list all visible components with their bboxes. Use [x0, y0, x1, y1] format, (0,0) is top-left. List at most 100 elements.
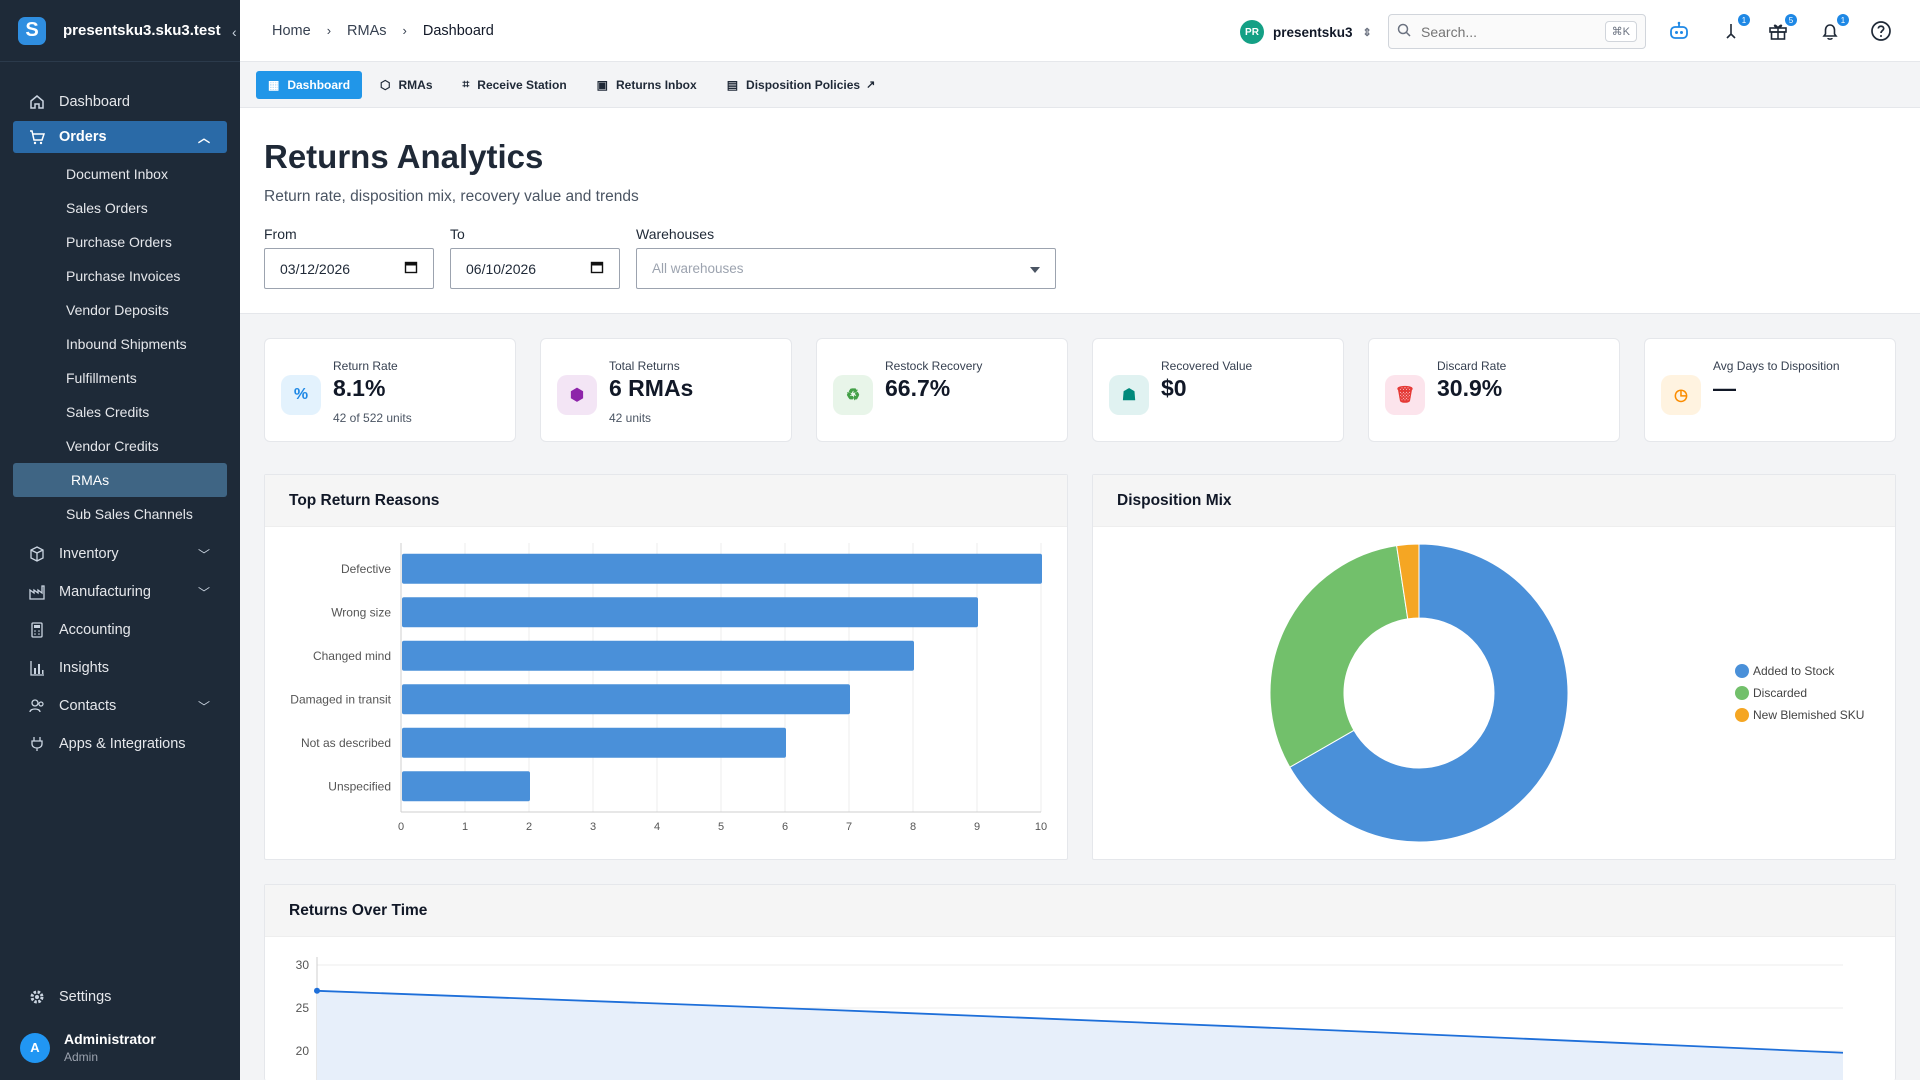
pie-slice[interactable] [1269, 545, 1409, 768]
bar[interactable] [402, 597, 978, 628]
sidebar-item-settings[interactable]: Settings [0, 977, 240, 1017]
breadcrumb-dashboard: Dashboard [422, 22, 494, 39]
kpi-note: 42 of 522 units [333, 411, 412, 425]
sidebar-nav: Dashboard Orders ︿ Document Inbox Sales … [0, 62, 240, 763]
y-tick-label: Damaged in transit [290, 692, 391, 706]
chevron-right-icon: › [402, 23, 407, 38]
calendar-icon[interactable] [404, 260, 418, 277]
bar[interactable] [402, 640, 914, 671]
tab-dashboard[interactable]: ▦ Dashboard [256, 70, 363, 99]
to-label: To [450, 226, 465, 242]
app-logo: S [18, 16, 46, 45]
top-return-reasons-chart: 0 1 2 3 4 5 6 7 8 9 10 Defective Wrong size Changed m… [290, 543, 1047, 833]
x-tick-label: 5 [718, 821, 724, 833]
sidebar-item-inventory[interactable]: Inventory ﹀ [0, 535, 240, 573]
legend-label[interactable]: New Blemished SKU [1753, 708, 1864, 722]
x-tick-label: 4 [654, 821, 660, 833]
from-date-input[interactable]: 03/12/2026 [264, 248, 434, 289]
search-shortcut: ⌘K [1604, 21, 1637, 42]
tab-disposition-policies[interactable]: ▤ Disposition Policies ↗ [715, 71, 888, 99]
breadcrumb: Home › RMAs › Dashboard [240, 23, 494, 39]
inbox-icon: ▣ [596, 77, 609, 92]
pie-slice[interactable] [1289, 543, 1569, 843]
gift-icon[interactable]: 5 [1766, 14, 1797, 43]
sidebar-subitem-sales-orders[interactable]: Sales Orders [66, 200, 148, 216]
package-icon: ⬢ [557, 375, 597, 415]
page-title: Returns Analytics [264, 138, 544, 175]
chevron-up-icon: ︿ [198, 130, 211, 145]
kpi-label: Return Rate [333, 359, 398, 373]
pie-slice[interactable] [1396, 543, 1420, 620]
barcode-scan-icon: ⌗ [462, 77, 470, 91]
search-input[interactable] [1421, 23, 1605, 40]
sidebar-subitem-inbound-shipments[interactable]: Inbound Shipments [66, 336, 187, 352]
contacts-icon [28, 697, 46, 715]
warehouses-select[interactable]: All warehouses [636, 248, 1056, 289]
sidebar-item-apps-integrations[interactable]: Apps & Integrations [0, 725, 240, 763]
pin-badge: 1 [1738, 14, 1750, 26]
sidebar-item-orders[interactable]: Orders ︿ [13, 121, 227, 153]
bell-icon[interactable]: 1 [1818, 14, 1849, 43]
sidebar-item-contacts[interactable]: Contacts ﹀ [0, 687, 240, 725]
user-name: Administrator [64, 1031, 156, 1047]
collapse-sidebar-icon[interactable]: ‹ [232, 24, 237, 40]
tab-returns-inbox[interactable]: ▣ Returns Inbox [585, 71, 709, 99]
sidebar-subitem-vendor-credits[interactable]: Vendor Credits [66, 438, 159, 454]
y-tick-label: 25 [296, 1001, 310, 1015]
robot-icon[interactable] [1667, 19, 1691, 43]
bar[interactable] [402, 727, 786, 758]
sidebar-item-label: Apps & Integrations [59, 736, 186, 752]
kpi-value: $0 [1161, 375, 1187, 401]
chevron-down-icon: ﹀ [198, 699, 211, 714]
y-tick-label: Changed mind [313, 649, 391, 663]
sidebar-subitem-fulfillments[interactable]: Fulfillments [66, 370, 137, 386]
to-date-input[interactable]: 06/10/2026 [450, 248, 620, 289]
disposition-mix-chart: Added to Stock Discarded New Blemished SKU [1269, 543, 1864, 843]
sidebar-item-insights[interactable]: Insights [0, 649, 240, 687]
calendar-icon[interactable] [590, 260, 604, 277]
breadcrumb-home[interactable]: Home [272, 22, 311, 39]
brand[interactable]: S presentsku3.sku3.test [0, 0, 240, 62]
kpi-label: Discard Rate [1437, 359, 1507, 373]
sidebar-subitem-sales-credits[interactable]: Sales Credits [66, 404, 150, 420]
from-date-value: 03/12/2026 [280, 260, 351, 277]
tenant-switcher[interactable]: PR presentsku3 ⇕ [1240, 20, 1372, 44]
bar[interactable] [402, 553, 1042, 584]
user-profile[interactable]: A Administrator Admin [0, 1031, 240, 1080]
kpi-card: 🗑 Discard Rate 30.9% [1368, 338, 1620, 442]
x-tick-label: 10 [1035, 821, 1047, 833]
legend-label[interactable]: Discarded [1753, 686, 1807, 700]
bar[interactable] [402, 684, 850, 715]
panel-title: Disposition Mix [1093, 475, 1895, 527]
tab-receive-station[interactable]: ⌗ Receive Station [451, 71, 579, 99]
cart-icon [28, 128, 46, 146]
sidebar-subitem-sub-sales-channels[interactable]: Sub Sales Channels [66, 506, 193, 522]
legend-label[interactable]: Added to Stock [1753, 664, 1835, 678]
kpi-card: % Return Rate 8.1% 42 of 522 units [264, 338, 516, 442]
x-tick-label: 7 [846, 821, 852, 833]
kpi-value: — [1713, 375, 1736, 401]
to-date-value: 06/10/2026 [466, 260, 537, 277]
pin-icon[interactable]: 1 [1719, 14, 1750, 43]
tab-rmas[interactable]: ⬡ RMAs [368, 71, 445, 99]
sidebar-subitem-purchase-orders[interactable]: Purchase Orders [66, 234, 172, 250]
sidebar-subitem-vendor-deposits[interactable]: Vendor Deposits [66, 302, 169, 318]
sidebar-item-manufacturing[interactable]: Manufacturing ﹀ [0, 573, 240, 611]
avatar: A [20, 1032, 50, 1063]
y-tick-label: 30 [296, 958, 310, 972]
sidebar-subitem-document-inbox[interactable]: Document Inbox [66, 166, 168, 182]
breadcrumb-rmas[interactable]: RMAs [347, 22, 387, 39]
orders-subnav: Document Inbox Sales Orders Purchase Ord… [0, 153, 240, 535]
kpi-value: 66.7% [885, 375, 951, 401]
sidebar-subitem-purchase-invoices[interactable]: Purchase Invoices [66, 268, 181, 284]
sidebar-item-accounting[interactable]: Accounting [0, 611, 240, 649]
sidebar-subitem-rmas[interactable]: RMAs [13, 463, 227, 497]
kpi-card: ♻ Restock Recovery 66.7% [816, 338, 1068, 442]
data-point[interactable] [314, 987, 320, 994]
search-box[interactable]: ⌘K [1388, 14, 1646, 49]
page-subtitle: Return rate, disposition mix, recovery v… [264, 188, 639, 205]
bar[interactable] [402, 771, 530, 802]
kpi-label: Recovered Value [1161, 359, 1253, 373]
help-icon[interactable] [1869, 19, 1893, 43]
sidebar-item-dashboard[interactable]: Dashboard [0, 83, 240, 121]
